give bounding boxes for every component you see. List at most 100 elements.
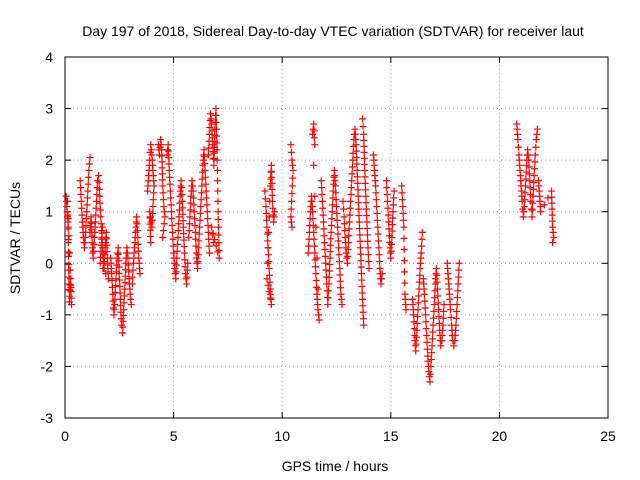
data-point	[410, 311, 418, 319]
data-point	[329, 194, 337, 202]
data-point	[527, 205, 535, 213]
data-point	[115, 270, 123, 278]
data-point	[205, 144, 213, 152]
data-point	[514, 136, 522, 144]
data-point	[189, 187, 197, 195]
data-point	[129, 273, 137, 281]
data-point	[362, 205, 370, 213]
data-point	[134, 240, 142, 248]
data-point	[268, 197, 276, 205]
data-point	[121, 272, 129, 280]
data-point	[341, 227, 349, 235]
x-tick-label: 20	[492, 428, 508, 444]
data-point	[343, 259, 351, 267]
data-point	[375, 251, 383, 259]
data-point	[310, 228, 318, 236]
data-point	[190, 208, 198, 216]
data-point	[83, 201, 91, 209]
data-point	[87, 213, 95, 221]
data-point	[264, 281, 272, 289]
data-point	[361, 179, 369, 187]
data-point	[166, 180, 174, 188]
data-point	[165, 160, 173, 168]
data-point	[190, 194, 198, 202]
data-point	[264, 237, 272, 245]
data-point	[348, 177, 356, 185]
data-point	[454, 280, 462, 288]
data-point	[196, 216, 204, 224]
data-point	[186, 206, 194, 214]
data-point	[83, 194, 91, 202]
data-point	[198, 175, 206, 183]
data-point	[121, 279, 129, 287]
data-point	[184, 259, 192, 267]
data-point	[414, 306, 422, 314]
data-point	[265, 288, 273, 296]
data-point	[389, 214, 397, 222]
data-point	[167, 201, 175, 209]
data-point	[169, 242, 177, 250]
data-point	[120, 299, 128, 307]
data-point	[146, 220, 154, 228]
data-point	[128, 280, 136, 288]
data-point	[401, 268, 409, 276]
data-point	[422, 325, 430, 333]
data-point	[329, 201, 337, 209]
data-point	[345, 225, 353, 233]
data-point	[124, 261, 132, 269]
data-point	[133, 227, 141, 235]
data-point	[96, 192, 104, 200]
data-point	[363, 224, 371, 232]
data-point	[422, 318, 430, 326]
data-point	[174, 234, 182, 241]
data-point	[399, 203, 407, 211]
data-point	[288, 223, 296, 231]
data-point	[66, 275, 74, 283]
data-point	[146, 226, 154, 234]
data-point	[453, 307, 461, 315]
data-point	[175, 213, 183, 221]
data-point	[95, 172, 103, 180]
y-tick-label: -3	[41, 410, 54, 426]
data-point	[204, 221, 212, 229]
data-point	[112, 275, 120, 283]
data-point	[417, 249, 425, 257]
data-point	[268, 191, 276, 199]
data-point	[263, 230, 271, 238]
data-point	[183, 273, 191, 281]
data-point	[215, 231, 223, 239]
data-point	[349, 156, 357, 164]
data-point	[201, 160, 209, 168]
data-point	[332, 196, 340, 204]
data-point	[356, 237, 364, 245]
data-point	[359, 115, 367, 123]
data-point	[195, 237, 203, 245]
data-point	[433, 278, 441, 286]
data-point	[160, 220, 168, 228]
data-point	[287, 205, 295, 213]
data-point	[310, 242, 318, 250]
data-point	[202, 187, 210, 195]
data-point	[146, 208, 154, 216]
data-point	[345, 232, 353, 240]
data-point	[423, 338, 431, 346]
data-point	[94, 177, 102, 185]
data-point	[150, 189, 158, 197]
data-point	[83, 208, 91, 216]
data-point	[85, 173, 93, 181]
data-point	[327, 228, 335, 236]
data-point	[337, 284, 345, 292]
data-point	[340, 205, 348, 213]
data-point	[159, 196, 167, 204]
data-point	[214, 187, 222, 195]
data-point	[322, 259, 330, 267]
data-point	[311, 192, 319, 200]
data-point	[116, 289, 124, 297]
tick-labels: 0 5 10 15 20 25 -3 -2 -1 0 1 2 3 4	[41, 49, 616, 444]
data-point	[172, 261, 180, 269]
data-point	[102, 270, 110, 278]
data-point	[413, 326, 421, 334]
data-point	[383, 184, 391, 192]
data-point	[312, 270, 320, 278]
